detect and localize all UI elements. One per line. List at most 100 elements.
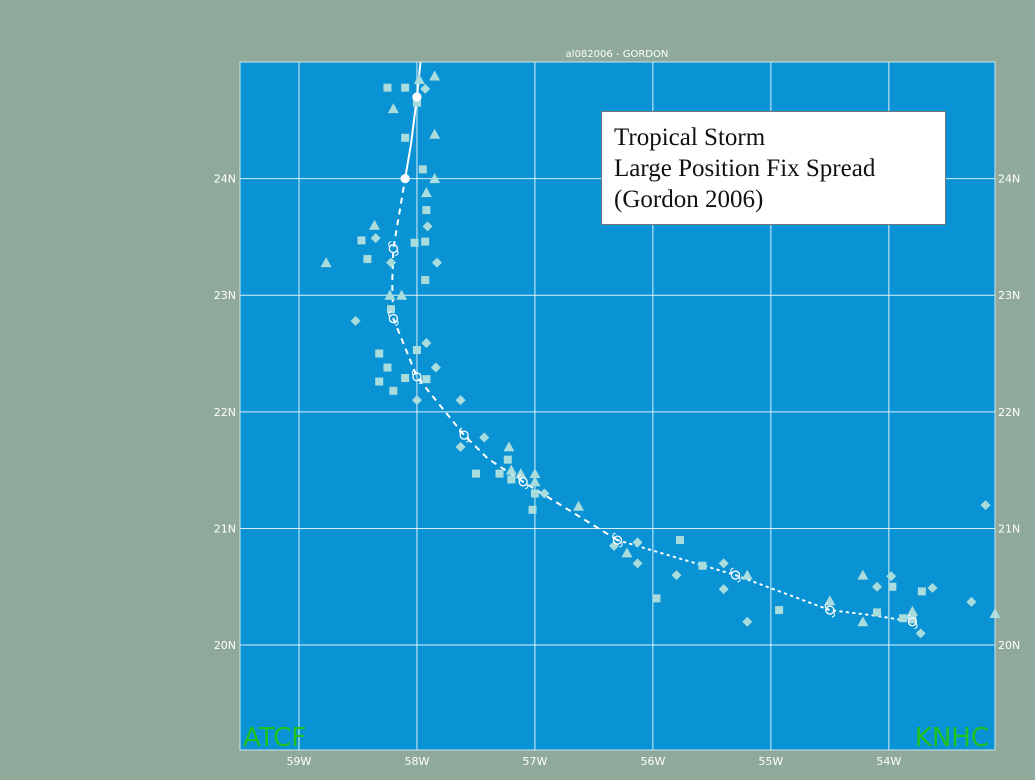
y-tick-label: 24N (214, 173, 236, 186)
fix-diamond (455, 441, 466, 452)
fix-triangle (429, 70, 441, 81)
knhc-label: KNHC (915, 723, 989, 753)
fix-square (410, 238, 419, 247)
plot-border (239, 61, 996, 751)
track-mark-filled (400, 173, 410, 184)
fix-square (383, 83, 392, 92)
fix-triangle (384, 289, 396, 300)
fix-triangle (529, 476, 541, 487)
x-tick-label: 57W (522, 755, 547, 768)
y-tick-label-right: 20N (998, 639, 1020, 652)
fix-diamond (718, 558, 729, 569)
fix-triangle (857, 616, 869, 627)
fix-diamond (632, 558, 643, 569)
y-tick-label-right: 23N (998, 289, 1020, 302)
fix-diamond (927, 582, 938, 593)
track-mark-open (730, 570, 741, 580)
track-mark-open (907, 617, 918, 627)
fix-diamond (872, 581, 883, 592)
fix-triangle (529, 468, 541, 479)
y-tick-label-right: 24N (998, 173, 1020, 186)
fix-triangle (429, 173, 441, 184)
fix-triangle (824, 595, 836, 606)
track-mark-open (518, 477, 528, 487)
fix-square (421, 276, 430, 285)
storm-symbol-tail (458, 427, 470, 443)
fix-diamond (980, 500, 991, 511)
fix-square (775, 606, 784, 615)
fix-square (401, 83, 410, 92)
x-axis-ticks: 59W 58W 57W 56W 55W 54W (287, 755, 902, 768)
fix-square (401, 133, 410, 142)
x-tick-label: 54W (876, 755, 901, 768)
fix-diamond (350, 315, 361, 326)
fix-triangle (420, 187, 432, 198)
track-mark-open (388, 243, 399, 254)
storm-symbol-tail (612, 532, 623, 548)
y-tick-label: 20N (214, 639, 236, 652)
fix-square (422, 375, 431, 384)
position-fixes (320, 70, 1001, 639)
track-marks (388, 92, 918, 630)
fix-diamond (886, 571, 897, 582)
fix-diamond (386, 257, 396, 268)
y-tick-label: 22N (214, 406, 236, 419)
track-mark-open (459, 430, 469, 440)
fix-triangle (621, 547, 633, 558)
fix-triangle (429, 128, 441, 139)
fix-triangle (320, 257, 332, 268)
annotation-line: Large Position Fix Spread (614, 155, 876, 182)
y-tick-label-right: 22N (998, 406, 1020, 419)
fix-diamond (420, 83, 431, 94)
x-tick-label: 59W (287, 755, 312, 768)
fix-square (389, 386, 398, 395)
fix-square (503, 455, 512, 464)
fix-diamond (966, 596, 977, 607)
y-axis-ticks: 20N 20N 21N 21N 22N 22N 23N 23N 24N 24N (214, 173, 1020, 652)
fix-square (530, 489, 539, 498)
fix-square (412, 98, 421, 107)
atcf-label: ATCF (243, 723, 306, 753)
fix-square (917, 587, 926, 596)
fix-square (363, 255, 372, 264)
track-mark-open (388, 313, 399, 324)
storm-symbol-tail (907, 614, 918, 630)
x-tick-label: 56W (640, 755, 665, 768)
fix-triangle (906, 605, 918, 616)
fix-triangle (515, 468, 527, 479)
fix-diamond (421, 338, 432, 349)
fix-diamond (671, 570, 682, 581)
fix-square (495, 469, 504, 478)
x-tick-label: 58W (405, 755, 430, 768)
fix-square (898, 614, 907, 623)
fix-triangle (857, 569, 869, 580)
fix-triangle (505, 464, 517, 475)
fix-diamond (632, 537, 643, 548)
track-mark-filled (412, 92, 422, 102)
fix-square (375, 349, 384, 358)
fix-square (422, 206, 431, 215)
x-tick-label: 55W (758, 755, 783, 768)
fix-square (412, 346, 421, 355)
fix-square (375, 377, 384, 386)
y-tick-label: 23N (214, 289, 236, 302)
fix-diamond (430, 362, 441, 373)
fix-diamond (742, 616, 753, 627)
fix-diamond (915, 628, 926, 639)
fix-diamond (370, 233, 381, 244)
fix-diamond (432, 257, 443, 268)
storm-symbol-tail (388, 311, 399, 327)
fix-diamond (718, 584, 729, 595)
fix-triangle (741, 569, 753, 580)
track-mark-open (412, 372, 422, 382)
fix-triangle (503, 441, 515, 452)
fix-square (401, 374, 410, 383)
track-segment-dashed (391, 178, 619, 541)
chart-title: al082006 - GORDON (566, 49, 669, 60)
fix-square (888, 582, 897, 591)
storm-symbol-tail (388, 241, 399, 257)
storm-symbol-tail (824, 602, 835, 618)
annotation-line: Tropical Storm (614, 124, 766, 151)
fix-triangle (573, 500, 585, 511)
fix-diamond (455, 395, 466, 406)
